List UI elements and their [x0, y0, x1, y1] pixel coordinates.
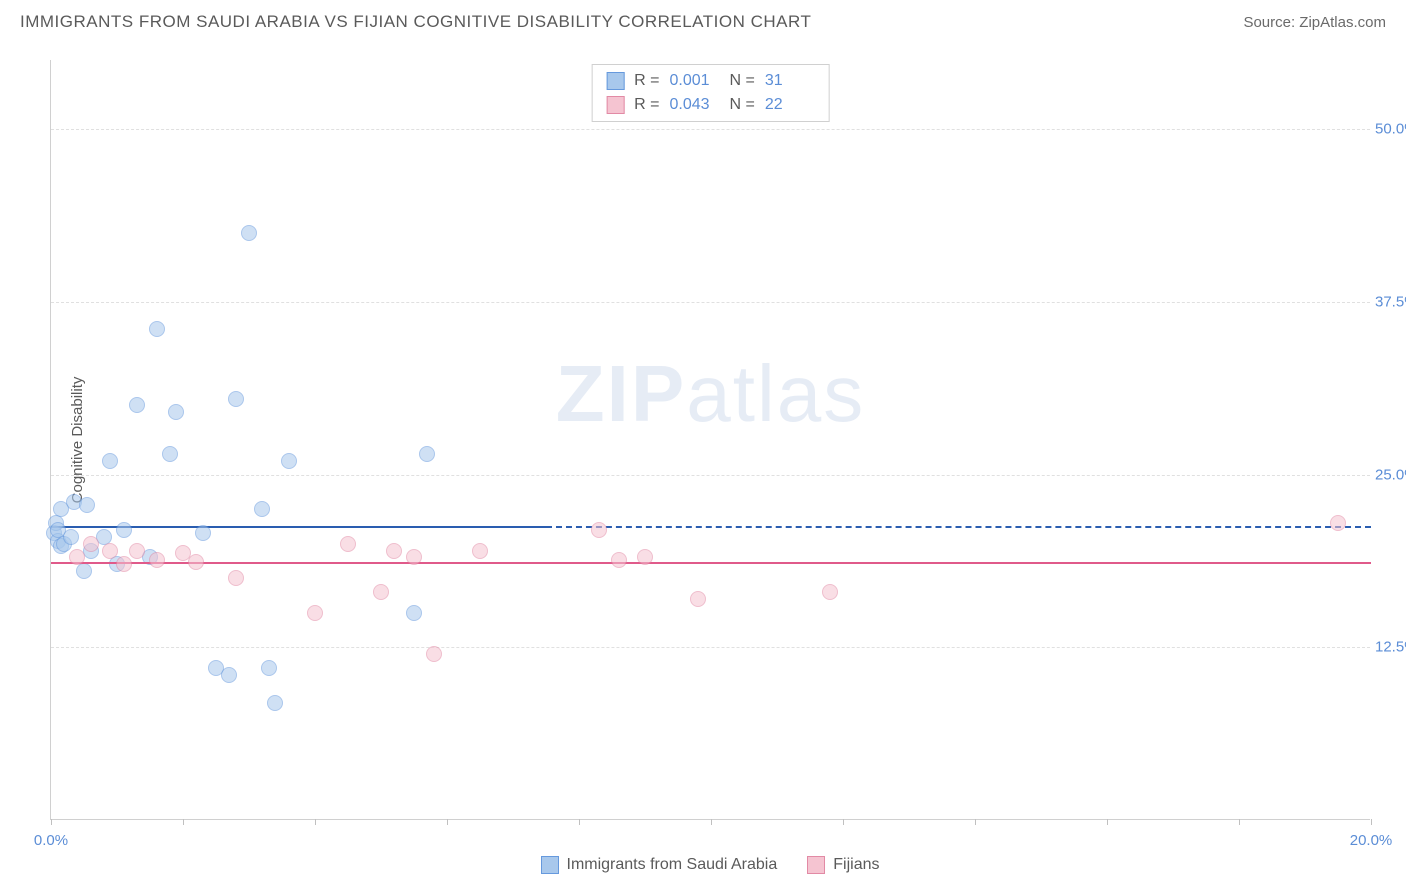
gridline: [51, 302, 1370, 303]
y-tick-label: 50.0%: [1375, 121, 1406, 138]
trend-line-dashed: [546, 526, 1371, 528]
legend-item: Immigrants from Saudi Arabia: [541, 856, 778, 874]
x-tick-label: 20.0%: [1350, 832, 1393, 849]
y-tick-label: 25.0%: [1375, 466, 1406, 483]
legend-label: Immigrants from Saudi Arabia: [567, 856, 778, 874]
legend-stat-row: R = 0.001 N = 31: [592, 69, 829, 93]
data-point: [373, 584, 389, 600]
legend-swatch: [606, 72, 624, 90]
x-tick: [51, 819, 52, 825]
data-point: [307, 605, 323, 621]
data-point: [254, 501, 270, 517]
data-point: [69, 549, 85, 565]
x-tick: [315, 819, 316, 825]
data-point: [241, 225, 257, 241]
watermark: ZIPatlas: [556, 348, 865, 440]
data-point: [637, 549, 653, 565]
r-label: R =: [634, 72, 659, 90]
gridline: [51, 129, 1370, 130]
r-value: 0.043: [670, 96, 720, 114]
data-point: [162, 446, 178, 462]
n-value: 31: [765, 72, 815, 90]
data-point: [129, 543, 145, 559]
data-point: [195, 525, 211, 541]
data-point: [102, 453, 118, 469]
trend-line: [51, 562, 1371, 564]
x-tick: [711, 819, 712, 825]
x-tick-label: 0.0%: [34, 832, 68, 849]
gridline: [51, 475, 1370, 476]
legend-stats: R = 0.001 N = 31 R = 0.043 N = 22: [591, 64, 830, 122]
chart-container: Cognitive Disability ZIPatlas R = 0.001N…: [50, 60, 1370, 820]
x-tick: [843, 819, 844, 825]
data-point: [116, 556, 132, 572]
x-tick: [183, 819, 184, 825]
r-label: R =: [634, 96, 659, 114]
data-point: [221, 667, 237, 683]
x-tick: [975, 819, 976, 825]
data-point: [1330, 515, 1346, 531]
legend-swatch: [541, 856, 559, 874]
data-point: [267, 695, 283, 711]
header: IMMIGRANTS FROM SAUDI ARABIA VS FIJIAN C…: [0, 0, 1406, 40]
data-point: [591, 522, 607, 538]
data-point: [79, 497, 95, 513]
data-point: [406, 549, 422, 565]
data-point: [76, 563, 92, 579]
legend-bottom: Immigrants from Saudi Arabia Fijians: [50, 856, 1370, 874]
x-tick: [447, 819, 448, 825]
data-point: [406, 605, 422, 621]
data-point: [386, 543, 402, 559]
x-tick: [1239, 819, 1240, 825]
data-point: [63, 529, 79, 545]
data-point: [102, 543, 118, 559]
n-label: N =: [730, 72, 755, 90]
data-point: [129, 397, 145, 413]
x-tick: [579, 819, 580, 825]
x-tick: [1371, 819, 1372, 825]
data-point: [690, 591, 706, 607]
source-label: Source: ZipAtlas.com: [1243, 14, 1386, 31]
data-point: [822, 584, 838, 600]
gridline: [51, 647, 1370, 648]
y-tick-label: 37.5%: [1375, 293, 1406, 310]
data-point: [83, 536, 99, 552]
data-point: [611, 552, 627, 568]
legend-item: Fijians: [807, 856, 879, 874]
data-point: [472, 543, 488, 559]
n-value: 22: [765, 96, 815, 114]
data-point: [261, 660, 277, 676]
y-tick-label: 12.5%: [1375, 639, 1406, 656]
data-point: [228, 391, 244, 407]
data-point: [228, 570, 244, 586]
data-point: [168, 404, 184, 420]
data-point: [188, 554, 204, 570]
n-label: N =: [730, 96, 755, 114]
data-point: [426, 646, 442, 662]
data-point: [149, 321, 165, 337]
legend-stat-row: R = 0.043 N = 22: [592, 93, 829, 117]
r-value: 0.001: [670, 72, 720, 90]
data-point: [281, 453, 297, 469]
data-point: [149, 552, 165, 568]
data-point: [116, 522, 132, 538]
data-point: [419, 446, 435, 462]
legend-label: Fijians: [833, 856, 879, 874]
data-point: [340, 536, 356, 552]
legend-swatch: [807, 856, 825, 874]
plot-area: ZIPatlas R = 0.001N = 31R = 0.043N = 22 …: [50, 60, 1370, 820]
legend-swatch: [606, 96, 624, 114]
chart-title: IMMIGRANTS FROM SAUDI ARABIA VS FIJIAN C…: [20, 12, 811, 32]
x-tick: [1107, 819, 1108, 825]
